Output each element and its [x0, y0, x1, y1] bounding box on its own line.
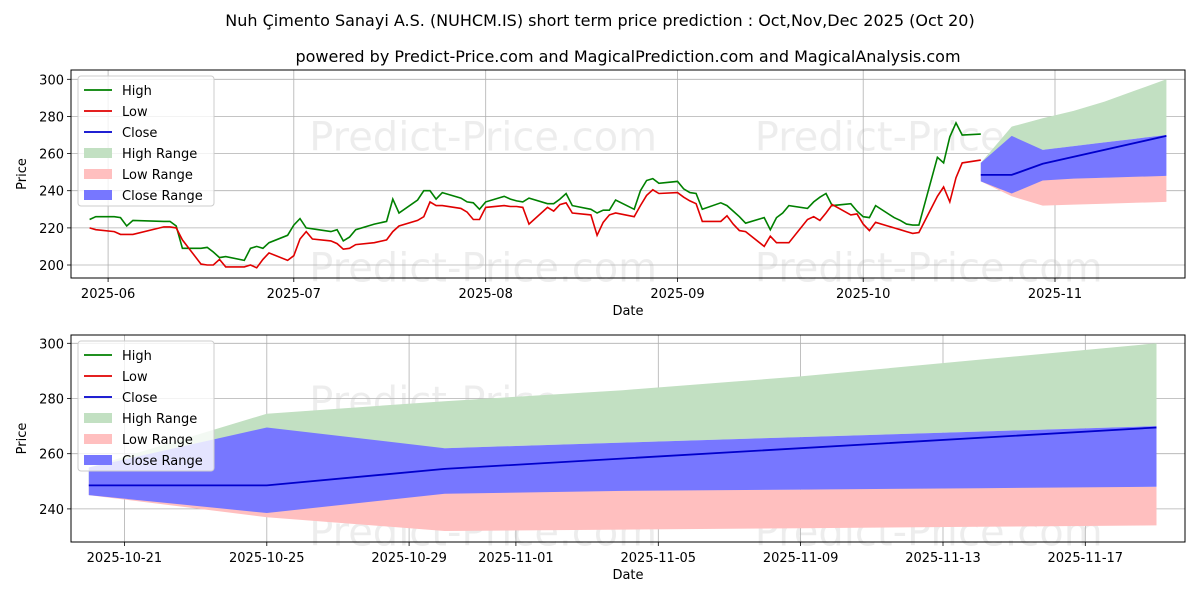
legend-low-label: Low: [122, 370, 148, 385]
main-price-chart: Predict-Price.com Predict-Price.com Predic…: [15, 69, 1186, 319]
close-range-area: [88, 426, 1157, 513]
low-series-line: [89, 159, 981, 269]
x-tick-label: 2025-11-09: [763, 551, 839, 566]
low-range-area: [980, 172, 1167, 206]
high-series-line: [89, 121, 981, 262]
legend-high-range-label: High Range: [122, 147, 197, 162]
legend-low-range-swatch: [84, 169, 112, 179]
y-tick-label: 260: [39, 448, 64, 463]
legend-high-range-swatch: [84, 413, 112, 423]
legend-close-range-label: Close Range: [122, 189, 203, 204]
chart-title: Nuh Çimento Sanayi A.S. (NUHCM.IS) short…: [225, 11, 974, 30]
x-tick-label: 2025-10-25: [229, 551, 305, 566]
x-axis-label: Date: [612, 568, 643, 583]
x-tick-label: 2025-09: [650, 287, 704, 302]
plot-area: [89, 79, 1167, 269]
legend-close-label: Close: [122, 391, 157, 406]
x-tick-label: 2025-11-17: [1048, 551, 1124, 566]
x-tick-label: 2025-11-13: [905, 551, 981, 566]
x-tick-label: 2025-10: [836, 287, 890, 302]
x-tick-label: 2025-08: [459, 287, 513, 302]
watermark-text: Predict-Price.com: [755, 246, 1103, 292]
x-tick-label: 2025-11-01: [478, 551, 554, 566]
legend-high-label: High: [122, 349, 152, 364]
y-tick-label: 220: [39, 222, 64, 237]
legend-high-range-swatch: [84, 148, 112, 158]
y-axis-label: Price: [15, 158, 30, 190]
close-series-line: [980, 135, 1167, 176]
x-tick-label: 2025-10-21: [87, 551, 163, 566]
legend-close-range-swatch: [84, 455, 112, 465]
legend-low-label: Low: [122, 105, 148, 120]
y-tick-label: 300: [39, 73, 64, 88]
plot-area: [88, 343, 1157, 531]
plot-frame: [70, 69, 1186, 279]
y-tick-label: 200: [39, 259, 64, 274]
watermark-text: Predict-Price.com: [309, 115, 657, 161]
x-axis-label: Date: [612, 304, 643, 319]
x-tick-label: 2025-06: [81, 287, 135, 302]
close-range-area: [980, 135, 1167, 194]
legend-high-range-label: High Range: [122, 412, 197, 427]
y-axis-label: Price: [15, 423, 30, 455]
legend-close-range-label: Close Range: [122, 454, 203, 469]
close-series-line: [88, 426, 1157, 487]
watermark-text: Predict-Price.com: [309, 246, 657, 292]
y-tick-label: 280: [39, 393, 64, 408]
legend-close-range-swatch: [84, 190, 112, 200]
legend-low-range-label: Low Range: [122, 168, 193, 183]
y-tick-label: 240: [39, 185, 64, 200]
legend-low-range-label: Low Range: [122, 433, 193, 448]
y-tick-label: 300: [39, 337, 64, 352]
x-tick-label: 2025-07: [267, 287, 321, 302]
legend-low-range-swatch: [84, 434, 112, 444]
y-tick-label: 240: [39, 503, 64, 518]
forecast-chart: Predict-Price.comPredict-Price.comPredic…: [15, 334, 1186, 583]
plot-frame: [70, 334, 1186, 543]
legend-high-label: High: [122, 84, 152, 99]
x-tick-label: 2025-11-05: [621, 551, 697, 566]
x-tick-label: 2025-10-29: [371, 551, 447, 566]
low-range-area: [88, 481, 1157, 531]
x-tick-label: 2025-11: [1028, 287, 1082, 302]
chart-subtitle: powered by Predict-Price.com and Magical…: [295, 47, 960, 66]
y-tick-label: 260: [39, 148, 64, 163]
y-tick-label: 280: [39, 110, 64, 125]
legend-close-label: Close: [122, 126, 157, 141]
